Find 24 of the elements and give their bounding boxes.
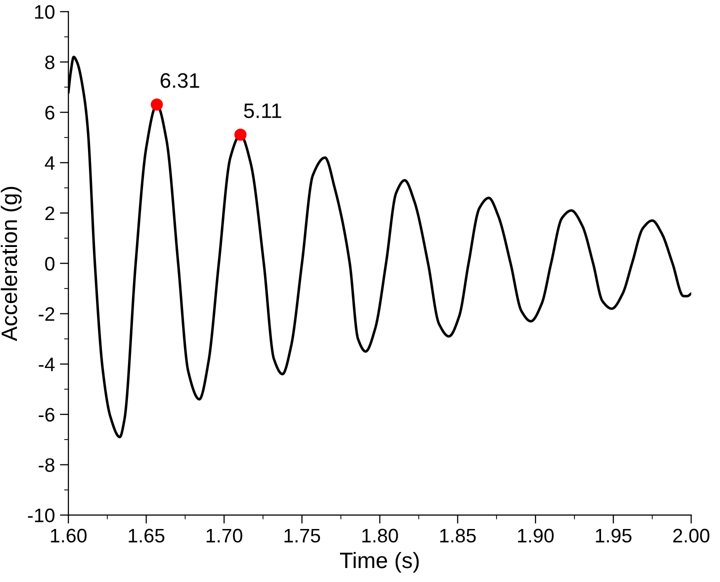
x-axis-title: Time (s) [340,552,419,573]
y-tick-label: 4 [44,156,55,170]
x-tick-label: 1.70 [206,528,242,543]
y-tick-label: 8 [45,55,54,70]
y-tick-label: 0 [45,256,54,271]
x-tick-label: 1.80 [362,528,398,543]
x-tick-label: 1.95 [596,528,632,543]
data-label: 6.31 [160,73,200,88]
y-tick-label: 6 [45,106,54,120]
y-tick-label: -4 [38,358,55,372]
y-tick-label: -2 [38,307,54,321]
data-label: 5.11 [244,104,282,118]
y-tick-label: -8 [38,458,54,472]
y-axis-title: Acceleration (g) [0,186,22,342]
y-tick-label: -6 [38,408,54,422]
y-tick-label: 2 [45,206,54,220]
x-tick-label: 2.00 [673,528,710,543]
x-tick-label: 1.65 [128,528,164,543]
y-tick-label: 10 [35,5,54,19]
x-tick-label: 1.75 [284,528,320,543]
x-tick-label: 1.90 [518,528,554,543]
x-tick-label: 1.60 [50,528,87,543]
y-tick-label: -10 [28,508,54,522]
x-tick-label: 1.85 [440,528,476,543]
